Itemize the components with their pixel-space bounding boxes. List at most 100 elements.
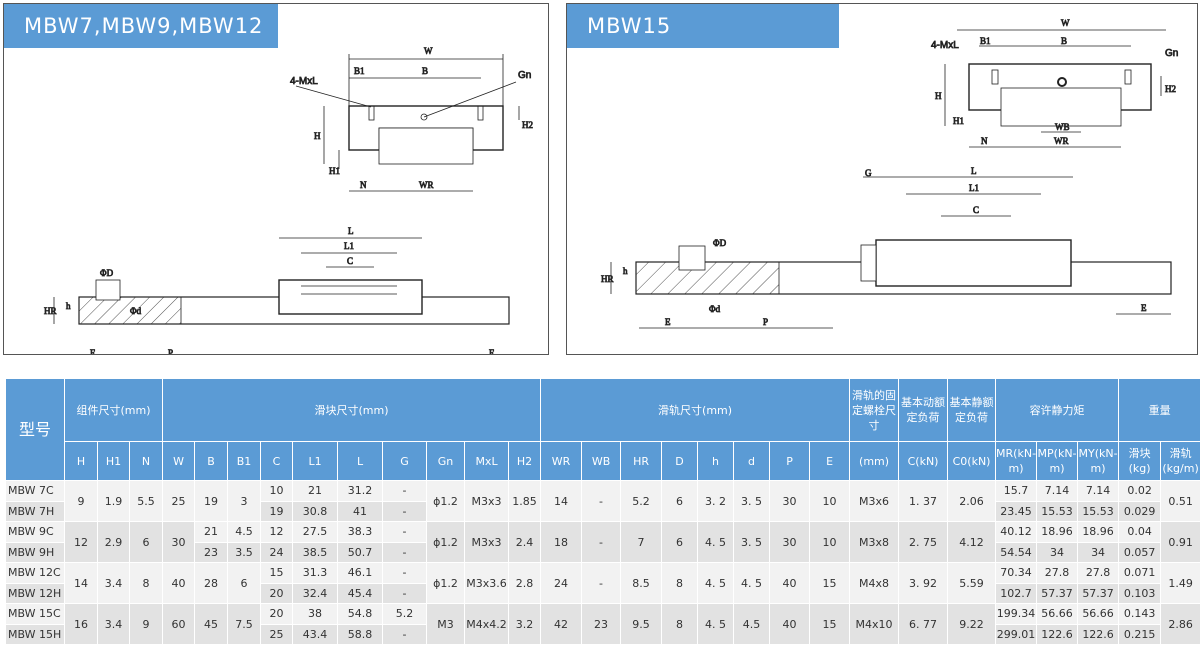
cell-d: 4.5: [733, 603, 771, 645]
cell-p: 40: [769, 562, 811, 604]
column-header: (mm): [849, 441, 900, 481]
svg-text:C: C: [347, 256, 353, 266]
svg-text:WB: WB: [1055, 122, 1070, 132]
cell-c: 1. 37: [898, 480, 949, 522]
svg-text:Φd: Φd: [130, 306, 142, 316]
column-header: L: [337, 441, 384, 481]
cell-g: 5.2: [382, 603, 428, 625]
cell-mr: 70.34: [995, 562, 1038, 584]
cell-mp: 34: [1036, 541, 1079, 563]
cell-mr: 15.7: [995, 480, 1038, 502]
column-header: C0(kN): [947, 441, 997, 481]
cell-h: 4. 5: [697, 521, 735, 563]
cell-mr: 54.54: [995, 541, 1038, 563]
cell-wb: 23: [581, 603, 622, 645]
cell-h: 3. 2: [697, 480, 735, 522]
table-row: MBW 12H 20 32.4 45.4-102.7 57.37 57.37 0.103: [5, 582, 1200, 604]
cell-b1: 3.5: [227, 541, 262, 563]
cell-wb: -: [581, 521, 622, 563]
cell-b: 23: [194, 541, 229, 563]
column-header: Gn: [426, 441, 466, 481]
model-header: 型号: [5, 378, 65, 481]
cell-w: 40: [162, 562, 196, 604]
cell-n: 5.5: [128, 480, 164, 522]
cell-l1: 31.3: [292, 562, 339, 584]
cell-c0: 2.06: [947, 480, 997, 522]
cell-n: 9: [128, 603, 164, 645]
cell-e: 10: [809, 521, 851, 563]
cell-g: -: [382, 500, 428, 522]
cross-section-view: W B1 B 4-MxL Gn H H1 H2 N WR: [290, 46, 533, 192]
cell-b1: 7.5: [227, 603, 262, 645]
cell-h2: 1.85: [508, 480, 542, 522]
cell-h2: 3.2: [508, 603, 542, 645]
column-header: h: [697, 441, 735, 481]
svg-text:H2: H2: [1165, 84, 1176, 94]
model-cell: MBW 7C: [5, 480, 65, 502]
column-header: HR: [620, 441, 663, 481]
cell-d: 6: [661, 480, 699, 522]
column-header: G: [382, 441, 428, 481]
cell-l: 38.3: [337, 521, 384, 543]
cell-mxl: M3x3.6: [464, 562, 510, 604]
svg-text:h: h: [623, 266, 628, 276]
group-header: 滑块尺寸(mm): [162, 378, 542, 442]
cell-l1: 43.4: [292, 623, 339, 645]
cell-p: 30: [769, 521, 811, 563]
cell-b: 45: [194, 603, 229, 645]
column-header: C(kN): [898, 441, 949, 481]
column-header: H1: [97, 441, 130, 481]
cell-w: 25: [162, 480, 196, 522]
cell-my: 27.8: [1077, 562, 1120, 584]
svg-text:C: C: [973, 205, 979, 215]
column-header: L1: [292, 441, 339, 481]
svg-text:WR: WR: [1054, 136, 1069, 146]
svg-text:E: E: [1141, 303, 1147, 313]
cell-mp: 15.53: [1036, 500, 1079, 522]
cell-l1: 30.8: [292, 500, 339, 522]
cell-block: 0.04: [1118, 521, 1162, 543]
column-header: D: [661, 441, 699, 481]
svg-text:W: W: [424, 46, 433, 56]
cell-h1: 1.9: [97, 480, 130, 522]
svg-text:B: B: [1061, 36, 1067, 46]
cell-c: 20: [260, 582, 294, 604]
column-header: WB: [581, 441, 622, 481]
drawing-panel-mbw7-9-12: MBW7,MBW9,MBW12 W B1 B 4-MxL Gn H H1 H2 …: [3, 3, 549, 355]
svg-text:B1: B1: [980, 36, 991, 46]
cell-l1: 32.4: [292, 582, 339, 604]
group-header: 容许静力矩: [995, 378, 1120, 442]
cell-w: 30: [162, 521, 196, 563]
cell-h1: 3.4: [97, 603, 130, 645]
model-cell: MBW 12C: [5, 562, 65, 584]
cell-block: 0.029: [1118, 500, 1162, 522]
cell-h: 12: [64, 521, 98, 563]
cell-mxl: M3x3: [464, 521, 510, 563]
cell-h: 16: [64, 603, 98, 645]
model-cell: MBW 15C: [5, 603, 65, 625]
cell-w: 60: [162, 603, 196, 645]
svg-text:HR: HR: [44, 306, 57, 316]
cell-gn: ϕ1.2: [426, 562, 466, 604]
cell-g: -: [382, 480, 428, 502]
svg-text:W: W: [1061, 18, 1070, 28]
column-header: B: [194, 441, 229, 481]
svg-text:ΦD: ΦD: [100, 268, 114, 278]
cell-mp: 56.66: [1036, 603, 1079, 625]
cell-my: 18.96: [1077, 521, 1120, 543]
cell-d: 4. 5: [733, 562, 771, 604]
column-header: MxL: [464, 441, 510, 481]
cell-wr: 24: [540, 562, 583, 604]
group-header: 基本静额定负荷: [947, 378, 997, 442]
cell-mr: 40.12: [995, 521, 1038, 543]
cell-my: 15.53: [1077, 500, 1120, 522]
panel-title: MBW15: [567, 4, 839, 48]
model-cell: MBW 12H: [5, 582, 65, 604]
cell-mr: 102.7: [995, 582, 1038, 604]
model-cell: MBW 9C: [5, 521, 65, 543]
svg-text:L1: L1: [969, 183, 979, 193]
table-row: MBW 7C 9 1.9 5.5 25 19 3 10 21 31.2- ϕ1.2 M3x3 1.85 1…: [5, 480, 1200, 522]
group-header: 重量: [1118, 378, 1200, 442]
cell-gn: ϕ1.2: [426, 480, 466, 522]
svg-text:E: E: [665, 317, 671, 327]
